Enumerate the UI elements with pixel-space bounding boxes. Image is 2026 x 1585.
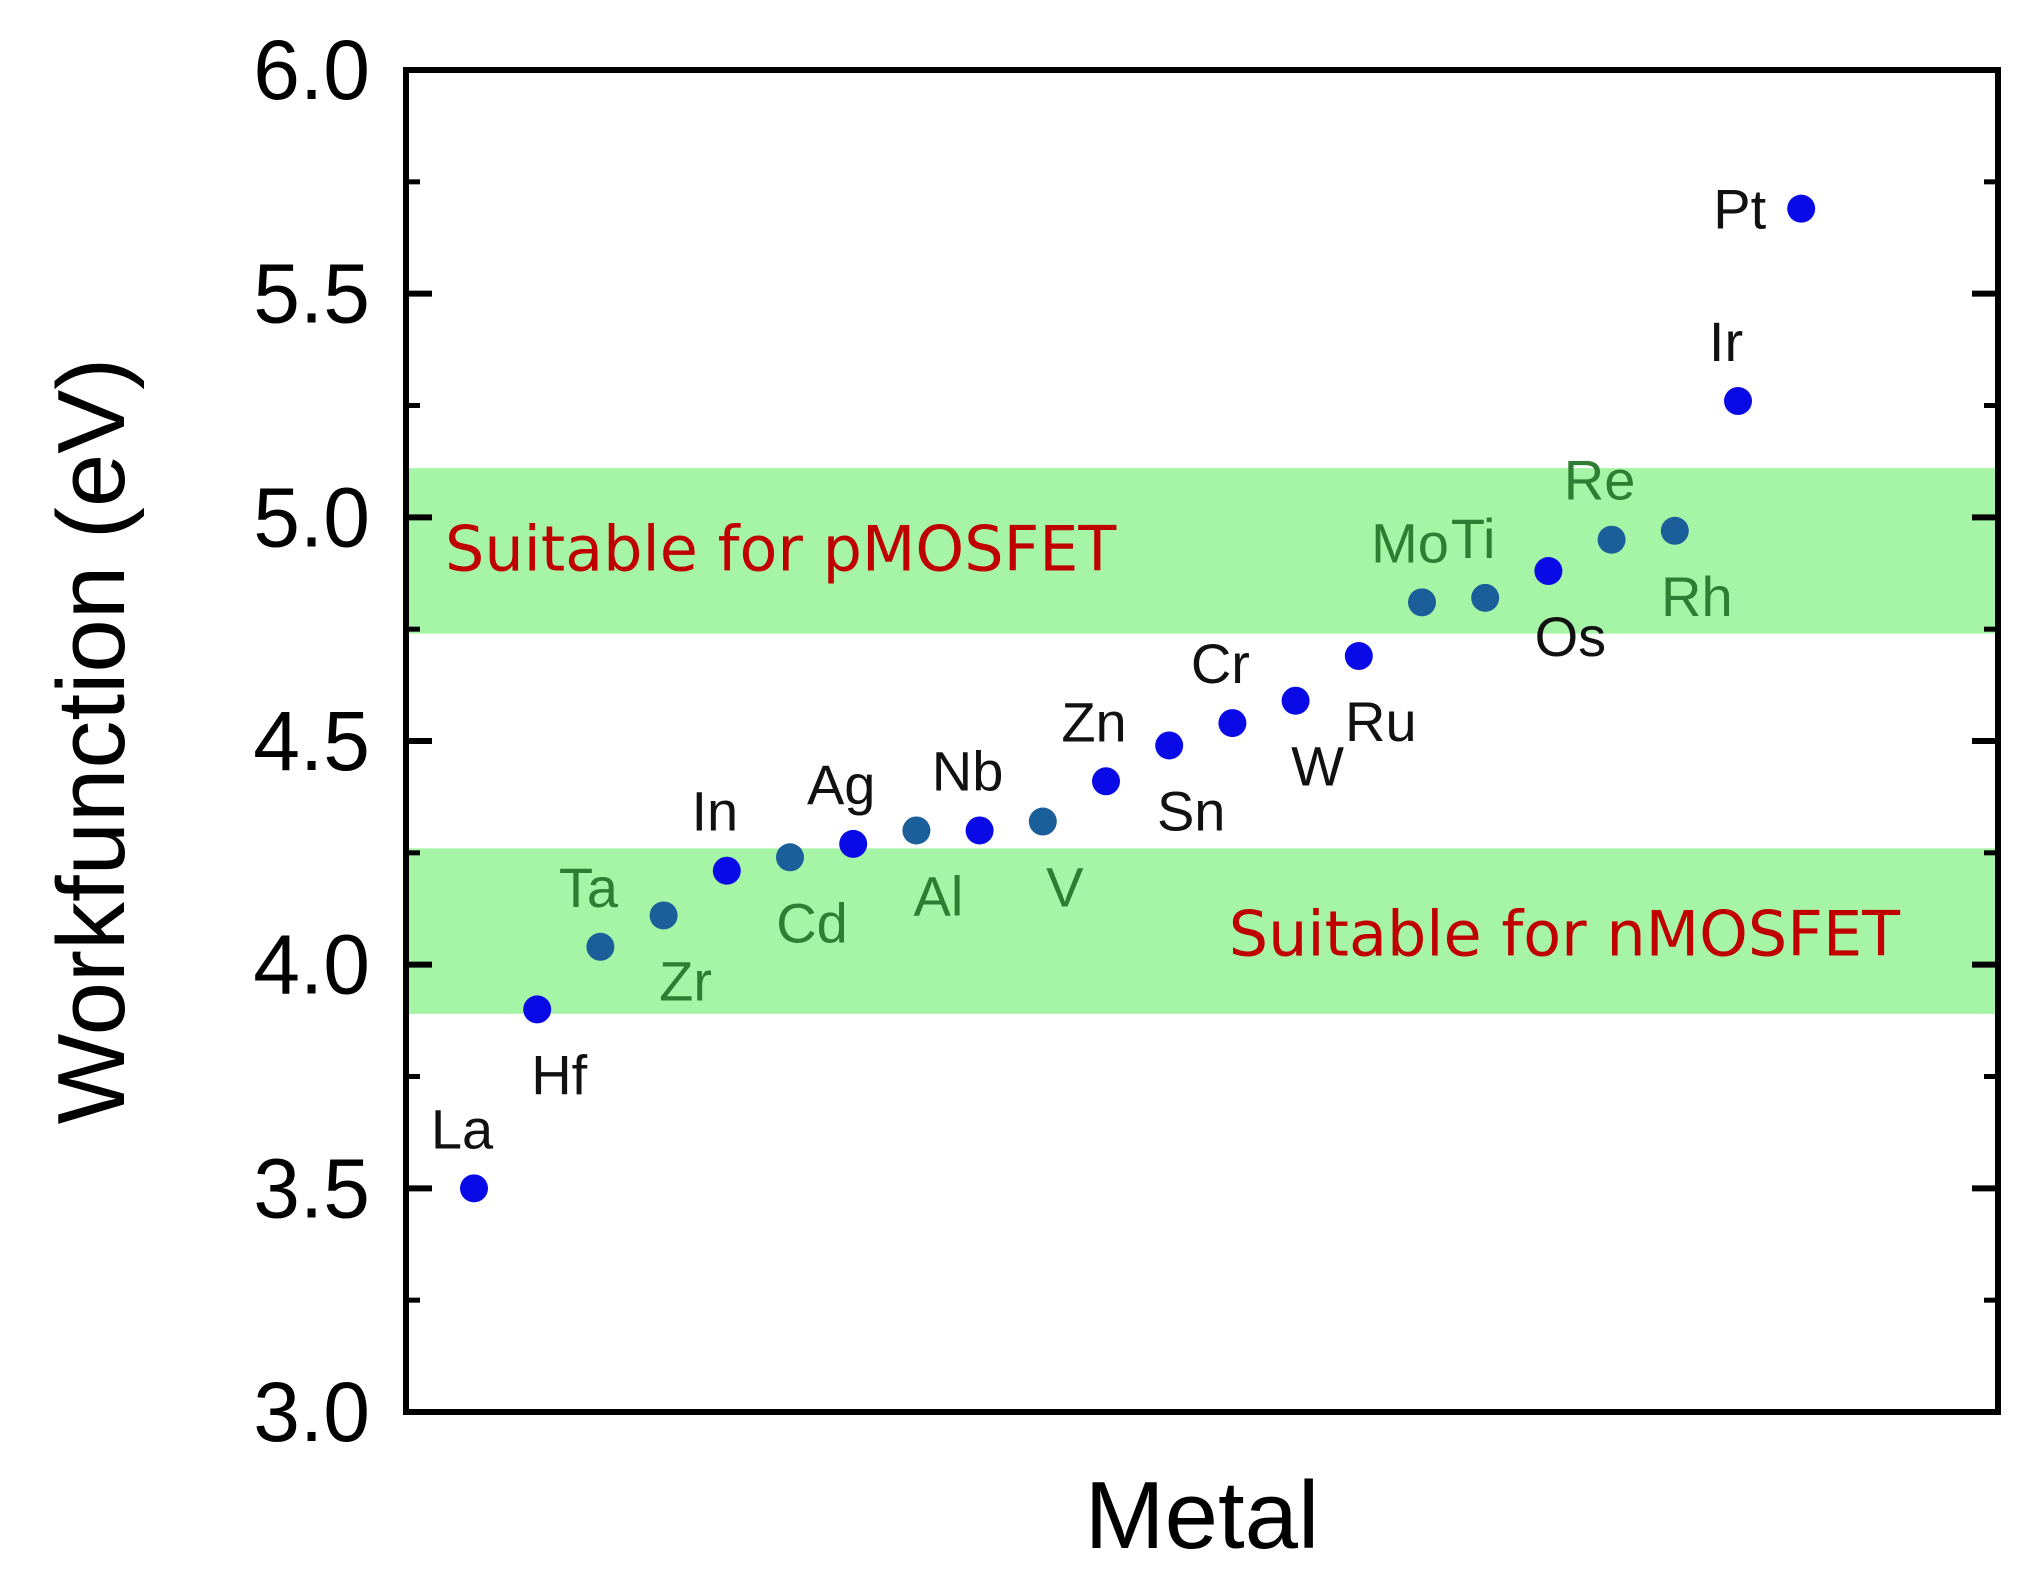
- point-label-cr: Cr: [1191, 632, 1250, 695]
- data-point-zn: [1092, 767, 1120, 796]
- band-label-pMOSFET: Suitable for pMOSFET: [445, 513, 1117, 586]
- band-label-nMOSFET: Suitable for nMOSFET: [1229, 897, 1901, 970]
- point-label-in: In: [691, 780, 738, 843]
- band-pMOSFET: [406, 468, 1998, 634]
- data-point-in: [712, 856, 741, 885]
- point-label-ta: Ta: [559, 856, 619, 919]
- data-point-os: [1534, 557, 1563, 586]
- band-nMOSFET: [406, 848, 1998, 1014]
- data-point-zr: [649, 901, 678, 930]
- data-point-v: [1028, 807, 1057, 836]
- data-point-ti: [1471, 583, 1500, 612]
- point-label-v: V: [1046, 856, 1084, 919]
- y-tick-label: 3.0: [253, 1365, 370, 1459]
- point-label-cd: Cd: [776, 891, 848, 954]
- point-label-sn: Sn: [1157, 779, 1226, 842]
- data-point-ir: [1724, 387, 1752, 416]
- data-point-pt: [1787, 194, 1816, 223]
- point-label-nb: Nb: [932, 739, 1004, 802]
- point-label-w: W: [1291, 735, 1344, 798]
- y-tick-label: 6.0: [253, 23, 370, 117]
- point-label-mo: Mo: [1371, 511, 1449, 574]
- point-label-zr: Zr: [659, 949, 712, 1012]
- points-layer: La Hf Ta Zr In Cd Ag Al Nb V Zn Sn Cr WRu Mo Ti Os Re Rh Ir…: [431, 178, 1816, 1203]
- point-label-rh: Rh: [1661, 565, 1733, 628]
- data-point-la: [460, 1174, 488, 1203]
- data-point-ag: [839, 829, 868, 858]
- y-tick-label: 3.5: [253, 1141, 370, 1235]
- y-tick-label: 4.0: [253, 918, 370, 1012]
- point-label-re: Re: [1564, 449, 1636, 512]
- point-label-al: Al: [914, 864, 964, 927]
- y-tick-label: 5.0: [253, 470, 370, 564]
- data-point-ru: [1344, 642, 1373, 671]
- data-point-ta: [586, 932, 615, 961]
- data-point-re: [1597, 525, 1626, 554]
- point-label-os: Os: [1535, 605, 1607, 668]
- data-point-w: [1281, 686, 1310, 715]
- data-point-rh: [1660, 516, 1689, 545]
- point-label-ti: Ti: [1451, 507, 1496, 570]
- y-axis-ticks: 3.0 3.5 4.0 4.5 5.0 5.5 6.0: [253, 23, 1998, 1459]
- plot-frame: [403, 67, 2001, 1415]
- point-label-ir: Ir: [1709, 310, 1743, 373]
- data-point-al: [902, 816, 931, 845]
- point-label-ru: Ru: [1345, 690, 1417, 753]
- bands-layer: Suitable for pMOSFET Suitable for nMOSFET: [406, 468, 1998, 1014]
- y-tick-label: 4.5: [253, 694, 370, 788]
- point-label-zn: Zn: [1061, 690, 1126, 753]
- y-axis-title: Workfunction (eV): [38, 358, 145, 1125]
- point-label-la: La: [431, 1097, 494, 1160]
- point-label-hf: Hf: [531, 1043, 587, 1106]
- point-label-ag: Ag: [807, 753, 876, 816]
- x-axis-title: Metal: [1085, 1462, 1320, 1569]
- data-point-cr: [1218, 709, 1247, 738]
- data-point-sn: [1155, 731, 1184, 760]
- data-point-mo: [1408, 588, 1436, 617]
- data-point-nb: [965, 816, 994, 845]
- data-point-hf: [523, 995, 552, 1024]
- y-tick-label: 5.5: [253, 247, 370, 341]
- point-label-pt: Pt: [1713, 178, 1766, 241]
- data-point-cd: [776, 843, 804, 872]
